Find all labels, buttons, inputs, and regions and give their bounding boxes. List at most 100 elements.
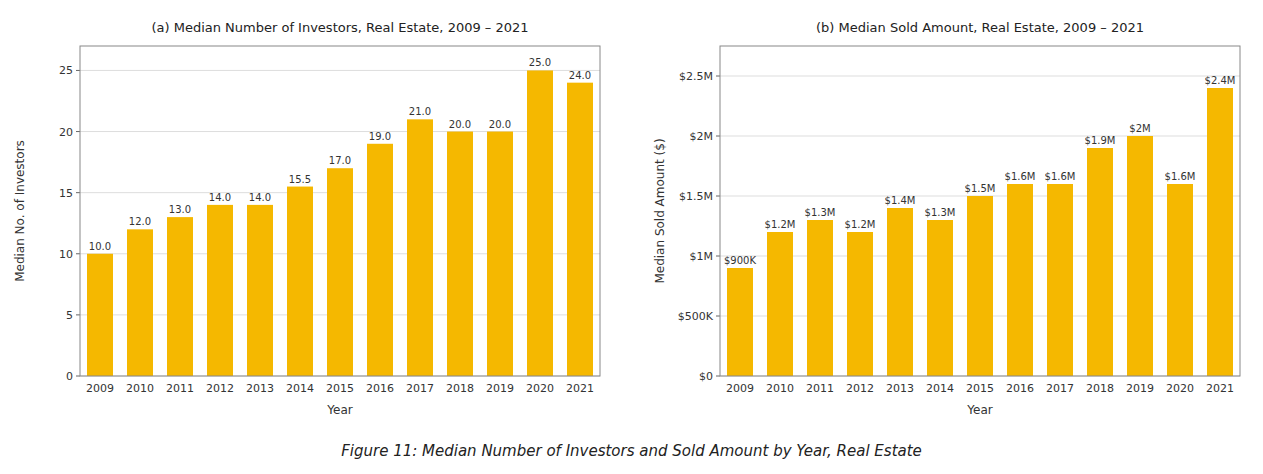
grid-line [80, 131, 600, 132]
y-axis-label: Median Sold Amount ($) [653, 138, 667, 283]
tick-label: 2014 [286, 382, 314, 395]
tick-label: $2.5M [679, 70, 713, 83]
chart-title: (b) Median Sold Amount, Real Estate, 200… [816, 20, 1144, 35]
tick-label: 2009 [726, 382, 754, 395]
tick-label: 2018 [1086, 382, 1114, 395]
chart-title: (a) Median Number of Investors, Real Est… [151, 20, 528, 35]
bar [447, 132, 473, 376]
bar [767, 232, 793, 376]
page: {"chart_data": [ {"type": "bar", "title"… [0, 0, 1263, 474]
bar [247, 205, 273, 376]
tick-mark [76, 253, 80, 254]
tick-label: 2014 [926, 382, 954, 395]
data-label: 12.0 [129, 216, 151, 227]
bar [167, 217, 193, 376]
data-label: 21.0 [409, 106, 431, 117]
data-label: $1.9M [1085, 135, 1116, 146]
tick-mark [716, 316, 720, 317]
bar [1087, 148, 1113, 376]
bar [1207, 88, 1233, 376]
tick-label: 2015 [326, 382, 354, 395]
grid-line [720, 76, 1240, 77]
tick-label: $2M [690, 130, 714, 143]
bar [1167, 184, 1193, 376]
tick-label: 2018 [446, 382, 474, 395]
tick-label: 2010 [766, 382, 794, 395]
tick-label: 25 [59, 64, 73, 77]
data-label: 20.0 [489, 119, 511, 130]
tick-label: 2010 [126, 382, 154, 395]
plot-frame [80, 46, 600, 376]
chart: (a) Median Number of Investors, Real Est… [13, 20, 600, 417]
tick-label: 2017 [406, 382, 434, 395]
data-label: 19.0 [369, 131, 391, 142]
data-label: $2.4M [1205, 75, 1236, 86]
tick-label: 2011 [806, 382, 834, 395]
tick-label: 2016 [1006, 382, 1034, 395]
data-label: $1.6M [1165, 171, 1196, 182]
bar [1007, 184, 1033, 376]
y-axis: $0 $500K $1M $1.5M $2M $2.5M [678, 70, 1240, 383]
data-label: 13.0 [169, 204, 191, 215]
tick-label: $500K [678, 310, 714, 323]
y-axis-label: Median No. of Investors [13, 140, 27, 282]
x-axis-label: Year [966, 403, 992, 417]
bars [727, 88, 1233, 376]
data-label: $1.2M [765, 219, 796, 230]
tick-mark [716, 76, 720, 77]
bar [1127, 136, 1153, 376]
tick-label: 2011 [166, 382, 194, 395]
tick-label: 2019 [1126, 382, 1154, 395]
bar [567, 83, 593, 376]
data-label: 14.0 [249, 192, 271, 203]
data-label: 17.0 [329, 155, 351, 166]
bar [287, 187, 313, 376]
tick-label: 2016 [366, 382, 394, 395]
tick-mark [76, 131, 80, 132]
data-label: $1.3M [925, 207, 956, 218]
tick-label: 5 [66, 309, 73, 322]
bar [727, 268, 753, 376]
data-label: $1.6M [1005, 171, 1036, 182]
tick-label: $1M [690, 250, 714, 263]
data-label: $1.6M [1045, 171, 1076, 182]
bar [967, 196, 993, 376]
bar [407, 119, 433, 376]
plot-frame [720, 46, 1240, 376]
tick-label: 15 [59, 187, 73, 200]
tick-label: 2020 [1166, 382, 1194, 395]
tick-label: 2013 [246, 382, 274, 395]
data-label: 24.0 [569, 70, 591, 81]
x-axis: 2009201020112012201320142015201620172018… [726, 382, 1234, 395]
bar [527, 70, 553, 376]
bar [487, 132, 513, 376]
grid-line [720, 136, 1240, 137]
tick-mark [716, 376, 720, 377]
bar [327, 168, 353, 376]
data-labels: 10.012.013.014.014.015.517.019.021.020.0… [89, 57, 591, 251]
tick-label: $0 [699, 370, 713, 383]
tick-label: 20 [59, 126, 73, 139]
tick-label: 2021 [1206, 382, 1234, 395]
tick-mark [716, 256, 720, 257]
data-label: $1.3M [805, 207, 836, 218]
tick-label: $1.5M [679, 190, 713, 203]
tick-label: 2012 [206, 382, 234, 395]
tick-mark [716, 196, 720, 197]
tick-mark [716, 136, 720, 137]
tick-mark [76, 376, 80, 377]
tick-label: 2017 [1046, 382, 1074, 395]
data-label: $2M [1129, 123, 1150, 134]
x-axis: 2009 2010 2011 2012 2013 2014 2015 2016 2017 2018… [86, 382, 594, 395]
data-label: 14.0 [209, 192, 231, 203]
x-axis-label: Year [326, 403, 352, 417]
tick-mark [76, 314, 80, 315]
data-label: 25.0 [529, 57, 551, 68]
tick-label: 2009 [86, 382, 114, 395]
tick-label: 2020 [526, 382, 554, 395]
bar [127, 229, 153, 376]
tick-label: 2012 [846, 382, 874, 395]
tick-mark [76, 192, 80, 193]
tick-label: 10 [59, 248, 73, 261]
bars [87, 70, 593, 376]
